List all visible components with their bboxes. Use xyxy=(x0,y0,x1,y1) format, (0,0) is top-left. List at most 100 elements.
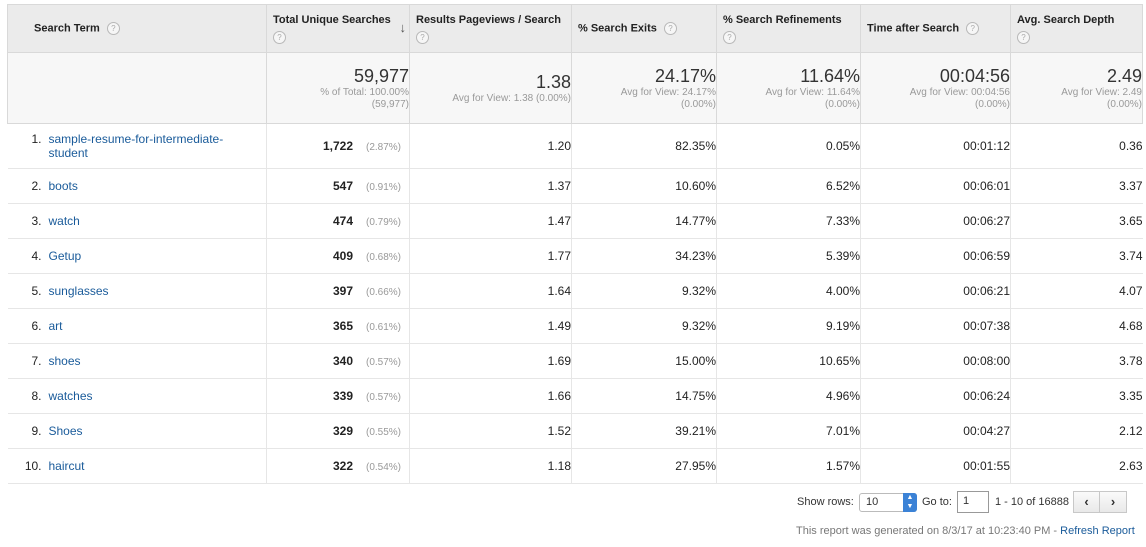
col-header-search-exits[interactable]: % Search Exits ? xyxy=(571,4,717,53)
help-icon[interactable]: ? xyxy=(416,30,429,44)
search-refinements-cell: 0.05% xyxy=(716,123,861,169)
unique-searches-value: 329 xyxy=(332,424,353,438)
search-term-link[interactable]: watch xyxy=(48,214,80,228)
search-term-link[interactable]: haircut xyxy=(48,459,85,473)
pagination-range: 1 - 10 of 16888 xyxy=(995,496,1070,508)
search-exits-cell: 9.32% xyxy=(571,308,717,344)
unique-searches-cell: 339 (0.57%) xyxy=(266,378,410,414)
col-label: Results Pageviews / Search xyxy=(416,13,561,26)
help-icon[interactable]: ? xyxy=(273,30,286,44)
help-icon[interactable]: ? xyxy=(966,22,980,35)
search-exits-cell: 15.00% xyxy=(571,343,717,379)
search-term-link[interactable]: boots xyxy=(48,179,78,193)
total-caption-2: (0.00%) xyxy=(1106,99,1142,110)
prev-page-button[interactable]: ‹ xyxy=(1073,491,1100,513)
row-index: 2. xyxy=(31,179,42,193)
unique-searches-pct: (0.57%) xyxy=(365,392,401,403)
unique-searches-value: 397 xyxy=(332,284,353,298)
unique-searches-pct: (0.68%) xyxy=(365,252,401,263)
search-depth-cell: 3.35 xyxy=(1010,378,1143,414)
search-exits-cell: 39.21% xyxy=(571,413,717,449)
time-after-search-cell: 00:01:12 xyxy=(860,123,1011,169)
total-search-refinements: 11.64% Avg for View: 11.64% (0.00%) xyxy=(716,52,861,124)
unique-searches-value: 340 xyxy=(332,354,353,368)
total-results-pageviews: 1.38 Avg for View: 1.38 (0.00%) xyxy=(409,52,572,124)
unique-searches-pct: (0.66%) xyxy=(365,287,401,298)
total-time-after-search: 00:04:56 Avg for View: 00:04:56 (0.00%) xyxy=(860,52,1011,124)
col-header-time-after-search[interactable]: Time after Search ? xyxy=(860,4,1011,53)
term-cell: 10. haircut xyxy=(7,448,267,484)
col-header-unique-searches[interactable]: Total Unique Searches ? ↓ xyxy=(266,4,410,53)
total-unique-searches: 59,977 % of Total: 100.00% (59,977) xyxy=(266,52,410,124)
goto-input[interactable]: 1 xyxy=(957,491,989,513)
results-pageviews-cell: 1.47 xyxy=(409,203,572,239)
sort-descending-icon[interactable]: ↓ xyxy=(399,19,407,35)
search-term-link[interactable]: Shoes xyxy=(48,424,83,438)
total-caption-2: (0.00%) xyxy=(824,99,860,110)
total-value: 00:04:56 xyxy=(939,66,1010,86)
row-index: 1. xyxy=(31,132,42,146)
unique-searches-pct: (0.61%) xyxy=(365,322,401,333)
search-exits-cell: 10.60% xyxy=(571,168,717,204)
table-row: 6. art 365 (0.61%) 1.49 9.32% 9.19% 00:07:… xyxy=(7,308,1143,344)
results-pageviews-cell: 1.66 xyxy=(409,378,572,414)
select-arrows-icon: ▲ ▼ xyxy=(903,493,917,512)
col-header-search-refinements[interactable]: % Search Refinements ? xyxy=(716,4,861,53)
unique-searches-cell: 547 (0.91%) xyxy=(266,168,410,204)
total-value: 11.64% xyxy=(800,66,860,86)
time-after-search-cell: 00:04:27 xyxy=(860,413,1011,449)
term-cell: 5. sunglasses xyxy=(7,273,267,309)
term-cell: 2. boots xyxy=(7,168,267,204)
row-index: 7. xyxy=(31,354,42,368)
total-caption-2: (59,977) xyxy=(371,99,409,110)
search-depth-cell: 3.78 xyxy=(1010,343,1143,379)
search-term-link[interactable]: art xyxy=(48,319,63,333)
search-exits-cell: 34.23% xyxy=(571,238,717,274)
total-caption: Avg for View: 1.38 (0.00%) xyxy=(452,93,571,104)
generated-text: This report was generated on 8/3/17 at 1… xyxy=(796,525,1061,537)
search-term-link[interactable]: Getup xyxy=(48,249,82,263)
unique-searches-value: 409 xyxy=(332,249,353,263)
total-value: 2.49 xyxy=(1106,66,1142,86)
unique-searches-pct: (0.54%) xyxy=(365,462,401,473)
term-cell: 6. art xyxy=(7,308,267,344)
goto-label: Go to: xyxy=(922,496,952,508)
search-term-link[interactable]: shoes xyxy=(48,354,81,368)
col-header-search-term[interactable]: Search Term ? xyxy=(7,4,267,53)
help-icon[interactable]: ? xyxy=(1017,30,1030,44)
unique-searches-pct: (0.91%) xyxy=(365,182,401,193)
col-label: Avg. Search Depth xyxy=(1017,13,1115,26)
unique-searches-value: 474 xyxy=(332,214,353,228)
row-index: 6. xyxy=(31,319,42,333)
show-rows-select[interactable]: 10 ▲ ▼ xyxy=(859,493,917,512)
search-term-link[interactable]: sample-resume-for-intermediate-student xyxy=(48,132,224,160)
total-caption-2: (0.00%) xyxy=(680,99,716,110)
time-after-search-cell: 00:06:59 xyxy=(860,238,1011,274)
unique-searches-cell: 322 (0.54%) xyxy=(266,448,410,484)
term-cell: 9. Shoes xyxy=(7,413,267,449)
time-after-search-cell: 00:06:24 xyxy=(860,378,1011,414)
time-after-search-cell: 00:06:27 xyxy=(860,203,1011,239)
help-icon[interactable]: ? xyxy=(663,22,677,35)
time-after-search-cell: 00:07:38 xyxy=(860,308,1011,344)
refresh-report-link[interactable]: Refresh Report xyxy=(1060,525,1135,537)
help-icon[interactable]: ? xyxy=(723,30,736,44)
results-pageviews-cell: 1.64 xyxy=(409,273,572,309)
term-cell: 1. sample-resume-for-intermediate-student xyxy=(7,123,267,169)
results-pageviews-cell: 1.69 xyxy=(409,343,572,379)
search-term-link[interactable]: watches xyxy=(48,389,93,403)
search-refinements-cell: 7.01% xyxy=(716,413,861,449)
table-row: 8. watches 339 (0.57%) 1.66 14.75% 4.96% 0… xyxy=(7,378,1143,414)
help-icon[interactable]: ? xyxy=(106,22,120,35)
col-header-results-pageviews[interactable]: Results Pageviews / Search ? xyxy=(409,4,572,53)
unique-searches-pct: (2.87%) xyxy=(365,142,401,153)
unique-searches-cell: 1,722 (2.87%) xyxy=(266,123,410,169)
total-caption: Avg for View: 11.64% xyxy=(765,87,860,98)
row-index: 4. xyxy=(31,249,42,263)
search-refinements-cell: 7.33% xyxy=(716,203,861,239)
search-term-link[interactable]: sunglasses xyxy=(48,284,109,298)
total-search-exits: 24.17% Avg for View: 24.17% (0.00%) xyxy=(571,52,717,124)
col-header-search-depth[interactable]: Avg. Search Depth ? xyxy=(1010,4,1143,53)
next-page-button[interactable]: › xyxy=(1100,491,1127,513)
results-pageviews-cell: 1.18 xyxy=(409,448,572,484)
